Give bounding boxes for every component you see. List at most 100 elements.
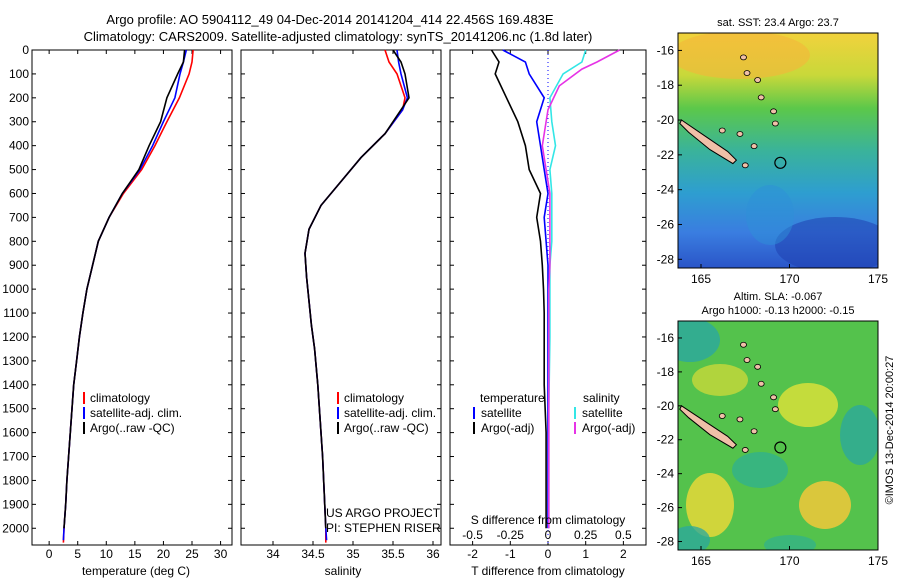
latitude-tick-label: -24 xyxy=(657,183,675,197)
difference-xtick-label: 1 xyxy=(582,547,589,561)
legend-label-satellite: satellite-adj. clim. xyxy=(90,406,182,420)
series-line-argo-raw-qc- xyxy=(304,49,410,529)
difference-xtick-label: 0 xyxy=(545,547,552,561)
series-line-climatology xyxy=(62,49,194,543)
latitude-tick-label: -20 xyxy=(657,113,675,127)
depth-tick-label: 700 xyxy=(9,210,29,224)
sst-warm-patch xyxy=(678,33,810,79)
temperature-xtick-label: 15 xyxy=(128,547,142,561)
depth-tick-label: 300 xyxy=(9,115,29,129)
depth-tick-label: 1100 xyxy=(3,306,29,320)
depth-tick-label: 1200 xyxy=(2,330,29,344)
island-land xyxy=(757,94,765,101)
legend-label-s-satellite: satellite xyxy=(582,406,623,420)
island-land xyxy=(750,143,758,150)
figure-title-line1: Argo profile: AO 5904112_49 04-Dec-2014 … xyxy=(106,12,554,27)
depth-tick-label: 1000 xyxy=(2,282,29,296)
depth-tick-label: 2000 xyxy=(2,521,29,535)
s-difference-tick-label: -0.25 xyxy=(497,528,525,542)
depth-tick-label: 1800 xyxy=(2,473,29,487)
island-land xyxy=(741,162,749,169)
depth-tick-label: 1500 xyxy=(2,402,29,416)
salinity-xtick-label: 35.5 xyxy=(381,547,405,561)
island-land xyxy=(770,108,777,115)
salinity-panel-frame xyxy=(240,49,442,546)
depth-tick-label: 400 xyxy=(9,139,29,153)
island-land xyxy=(757,380,765,387)
legend-header-temperature: temperature xyxy=(480,391,545,405)
latitude-tick-label: -28 xyxy=(657,535,675,549)
series-line-argo-raw-qc- xyxy=(63,49,186,529)
depth-tick-label: 0 xyxy=(22,43,29,57)
temperature-xtick-label: 10 xyxy=(100,547,114,561)
temperature-legend: climatology satellite-adj. clim. Argo(..… xyxy=(83,391,182,435)
sla-low-4 xyxy=(678,526,710,550)
island-land xyxy=(770,394,777,401)
island-land xyxy=(743,70,751,76)
depth-tick-label: 100 xyxy=(9,67,29,81)
depth-tick-label: 1900 xyxy=(2,497,29,511)
island-land xyxy=(743,357,751,363)
sla-map-title-line2: Argo h1000: -0.13 h2000: -0.15 xyxy=(702,305,855,317)
legend-label-argo: Argo(..raw -QC) xyxy=(344,421,429,435)
sst-cool-patch xyxy=(775,217,878,268)
sla-low-5 xyxy=(764,535,816,550)
sla-map-title-line1: Altim. SLA: -0.067 xyxy=(734,291,823,303)
depth-tick-label: 1400 xyxy=(2,378,29,392)
island-land xyxy=(771,120,779,127)
latitude-tick-label: -26 xyxy=(657,501,675,515)
temperature-xtick-label: 30 xyxy=(214,547,228,561)
profile-location-marker xyxy=(774,441,787,454)
sla-high-4 xyxy=(799,481,851,529)
longitude-tick-label: 170 xyxy=(779,554,799,568)
temperature-axis-label: temperature (deg C) xyxy=(82,564,190,578)
legend-label-t-satellite: satellite xyxy=(481,406,522,420)
project-annotation: US ARGO PROJECT xyxy=(326,506,441,520)
temperature-xtick-label: 25 xyxy=(185,547,199,561)
legend-label-satellite: satellite-adj. clim. xyxy=(344,406,436,420)
s-difference-tick-label: 0 xyxy=(545,528,552,542)
series-line-satellite-adj-clim- xyxy=(62,49,188,541)
legend-label-climatology: climatology xyxy=(90,391,150,405)
sla-map-frame xyxy=(677,320,879,551)
legend-header-salinity: salinity xyxy=(583,391,620,405)
legend-label-climatology: climatology xyxy=(344,391,404,405)
island-land xyxy=(741,447,749,453)
depth-tick-label: 600 xyxy=(9,186,29,200)
sst-cool-eddy xyxy=(746,185,794,245)
temperature-xtick-label: 0 xyxy=(46,547,53,561)
s-difference-tick-label: -0.5 xyxy=(462,528,483,542)
latitude-tick-label: -28 xyxy=(657,252,675,266)
salinity-legend: climatology satellite-adj. clim. Argo(..… xyxy=(337,391,436,435)
t-difference-axis-label: T difference from climatology xyxy=(471,564,625,578)
island-land xyxy=(736,131,744,137)
depth-tick-label: 900 xyxy=(9,258,29,272)
sla-high-2 xyxy=(778,383,838,427)
legend-label-s-argo: Argo(-adj) xyxy=(582,421,635,435)
sla-map xyxy=(678,321,878,550)
series-line-satellite xyxy=(548,49,587,529)
longitude-tick-label: 165 xyxy=(691,272,711,286)
imos-credit: ©IMOS 13-Dec-2014 20:00:27 xyxy=(884,356,896,505)
sla-low-2 xyxy=(840,405,878,465)
salinity-xtick-label: 36 xyxy=(426,547,440,561)
sla-high-3 xyxy=(686,473,734,537)
island-land xyxy=(718,413,726,419)
s-difference-tick-label: 0.5 xyxy=(615,528,632,542)
depth-tick-label: 500 xyxy=(9,163,29,177)
salinity-xtick-label: 34 xyxy=(266,547,280,561)
island-land xyxy=(750,428,758,435)
profile-location-marker xyxy=(774,156,787,169)
island-land xyxy=(736,416,744,423)
longitude-tick-label: 165 xyxy=(691,554,711,568)
s-difference-tick-label: 0.25 xyxy=(574,528,598,542)
island-land xyxy=(754,363,762,370)
figure-title-line2: Climatology: CARS2009. Satellite-adjuste… xyxy=(84,29,593,44)
latitude-tick-label: -26 xyxy=(657,217,675,231)
sla-high-1 xyxy=(692,364,748,396)
sst-map-title: sat. SST: 23.4 Argo: 23.7 xyxy=(717,17,839,29)
sla-low-3 xyxy=(732,452,788,488)
island-land xyxy=(718,127,726,134)
new-caledonia-land xyxy=(679,405,738,449)
